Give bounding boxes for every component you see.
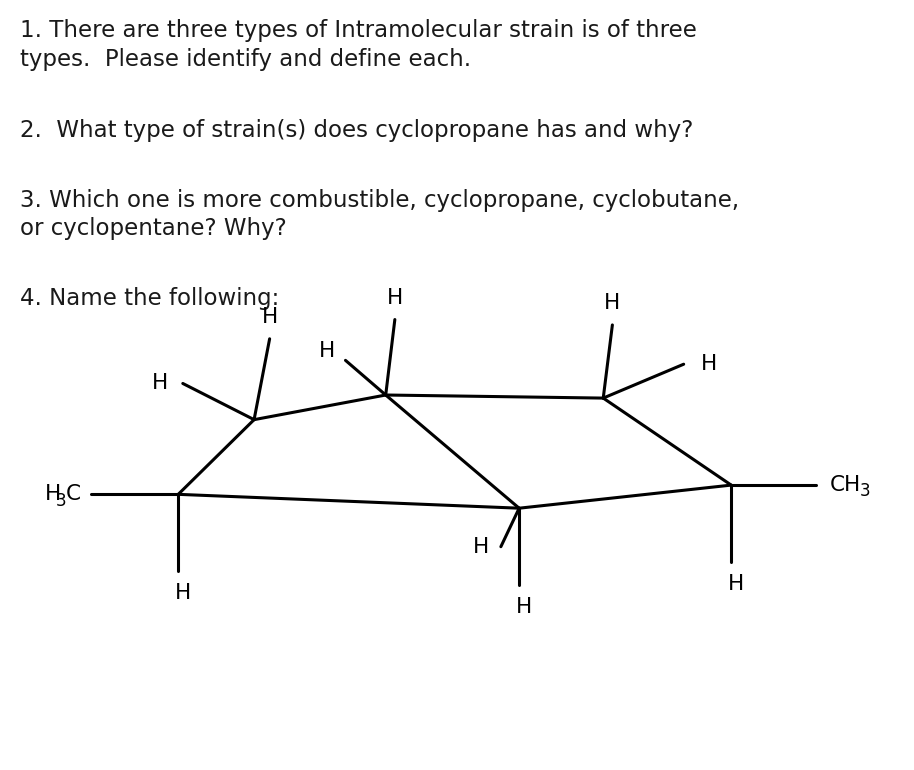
Text: H: H [604, 293, 621, 313]
Text: C: C [66, 484, 80, 504]
Text: 3: 3 [56, 491, 67, 510]
Text: 3. Which one is more combustible, cyclopropane, cyclobutane,
or cyclopentane? Wh: 3. Which one is more combustible, cyclop… [20, 189, 739, 240]
Text: 4. Name the following:: 4. Name the following: [20, 287, 280, 310]
Text: 1. There are three types of Intramolecular strain is of three
types.  Please ide: 1. There are three types of Intramolecul… [20, 19, 697, 71]
Text: H: H [701, 354, 717, 374]
Text: CH: CH [830, 475, 861, 495]
Text: H: H [728, 574, 744, 594]
Text: H: H [261, 307, 278, 327]
Text: 2.  What type of strain(s) does cyclopropane has and why?: 2. What type of strain(s) does cycloprop… [20, 119, 694, 142]
Text: H: H [515, 597, 532, 617]
Text: H: H [45, 484, 61, 504]
Text: H: H [152, 373, 168, 393]
Text: H: H [175, 583, 191, 603]
Text: 3: 3 [860, 482, 871, 500]
Text: H: H [473, 537, 489, 557]
Text: H: H [387, 288, 403, 308]
Text: H: H [319, 341, 335, 361]
